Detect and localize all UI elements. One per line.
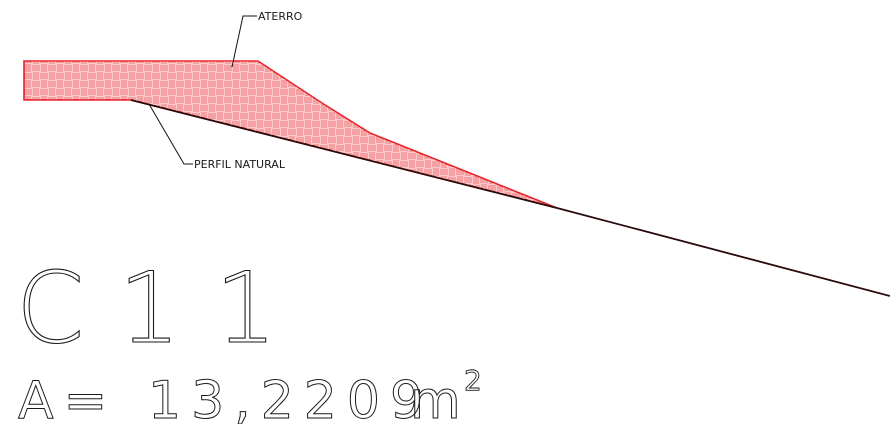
fill-label: ATERRO bbox=[258, 10, 303, 23]
area-unit: m bbox=[410, 371, 461, 424]
area-value: 13,2209 bbox=[148, 371, 433, 424]
section-area: A= 13,2209 m 2 bbox=[18, 364, 483, 424]
area-exponent: 2 bbox=[464, 364, 482, 397]
fill-label-leader bbox=[231, 15, 257, 68]
area-prefix: A= bbox=[18, 371, 117, 424]
ground-label-leader bbox=[148, 103, 193, 165]
fill-area bbox=[23, 60, 558, 209]
ground-label: PERFIL NATURAL bbox=[194, 158, 286, 171]
natural-ground-line bbox=[130, 99, 890, 297]
section-name: C11 bbox=[16, 252, 311, 366]
